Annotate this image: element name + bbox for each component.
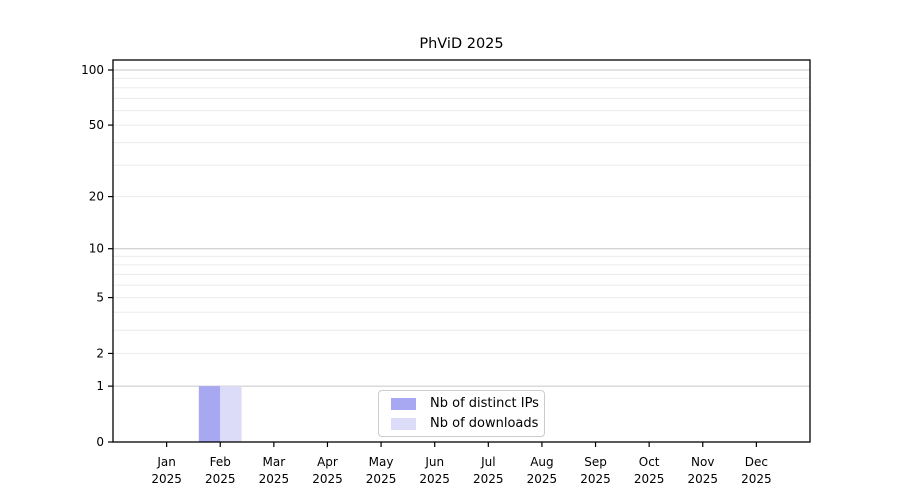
x-tick-label: Dec 2025 (741, 455, 772, 486)
legend-label: Nb of downloads (430, 416, 539, 431)
bar-feb-distinct-ips (198, 386, 221, 442)
y-tick-label: 50 (89, 118, 104, 132)
y-tick-label: 5 (96, 291, 104, 305)
x-tick-label: Jul 2025 (473, 455, 504, 486)
y-tick-label: 0 (96, 435, 104, 449)
legend-swatch-icon (391, 417, 416, 430)
x-tick-label: Feb 2025 (205, 455, 236, 486)
legend-item-downloads: Nb of downloads (387, 415, 539, 432)
x-tick-label: Apr 2025 (312, 455, 343, 486)
x-tick-label: Jun 2025 (419, 455, 450, 486)
y-tick-label: 1 (96, 379, 104, 393)
x-tick-label: Nov 2025 (687, 455, 718, 486)
plot-frame (112, 59, 811, 443)
y-tick-label: 10 (89, 242, 104, 256)
x-tick-label: Aug 2025 (527, 455, 558, 486)
y-tick-label: 20 (89, 190, 104, 204)
y-tick-label: 2 (96, 346, 104, 360)
x-tick-label: Jan 2025 (151, 455, 182, 486)
legend-label: Nb of distinct IPs (430, 396, 539, 411)
x-tick-label: Mar 2025 (259, 455, 290, 486)
legend-item-distinct-ips: Nb of distinct IPs (387, 395, 539, 412)
x-tick-label: Oct 2025 (634, 455, 665, 486)
legend: Nb of distinct IPs Nb of downloads (378, 390, 545, 437)
x-tick-label: May 2025 (366, 455, 397, 486)
legend-swatch-icon (391, 397, 416, 410)
bar-feb-downloads (220, 386, 242, 442)
chart-title: PhViD 2025 (419, 36, 504, 52)
x-tick-label: Sep 2025 (580, 455, 611, 486)
y-tick-label: 100 (81, 63, 104, 77)
